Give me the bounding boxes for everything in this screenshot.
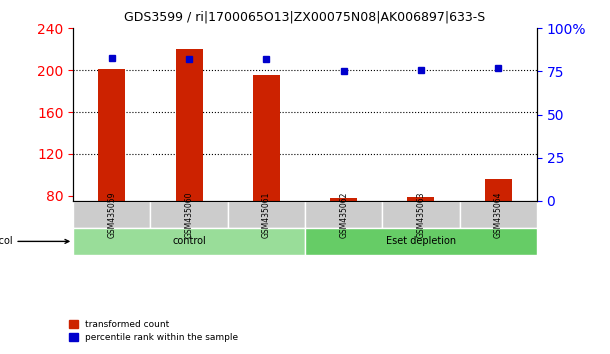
Text: GSM435063: GSM435063 (417, 191, 425, 238)
Bar (176, 49, 203, 201)
Text: protocol: protocol (0, 236, 69, 246)
FancyBboxPatch shape (73, 201, 151, 228)
Text: GDS3599 / ri|1700065O13|ZX00075N08|AK006897|633-S: GDS3599 / ri|1700065O13|ZX00075N08|AK006… (124, 11, 486, 24)
Bar (253, 75, 280, 201)
FancyBboxPatch shape (305, 201, 382, 228)
Text: Eset depletion: Eset depletion (386, 236, 456, 246)
FancyBboxPatch shape (459, 201, 537, 228)
Bar (484, 179, 512, 201)
FancyBboxPatch shape (228, 201, 305, 228)
Bar (98, 69, 126, 201)
Text: GSM435061: GSM435061 (262, 191, 271, 238)
Text: GSM435064: GSM435064 (493, 191, 503, 238)
Legend: transformed count, percentile rank within the sample: transformed count, percentile rank withi… (65, 316, 242, 346)
Bar (407, 197, 434, 201)
Text: control: control (172, 236, 206, 246)
FancyBboxPatch shape (151, 201, 228, 228)
FancyBboxPatch shape (73, 228, 305, 255)
Bar (330, 198, 357, 201)
Text: GSM435060: GSM435060 (185, 191, 193, 238)
Text: GSM435059: GSM435059 (107, 191, 117, 238)
FancyBboxPatch shape (382, 201, 459, 228)
Text: GSM435062: GSM435062 (339, 191, 348, 238)
FancyBboxPatch shape (305, 228, 537, 255)
